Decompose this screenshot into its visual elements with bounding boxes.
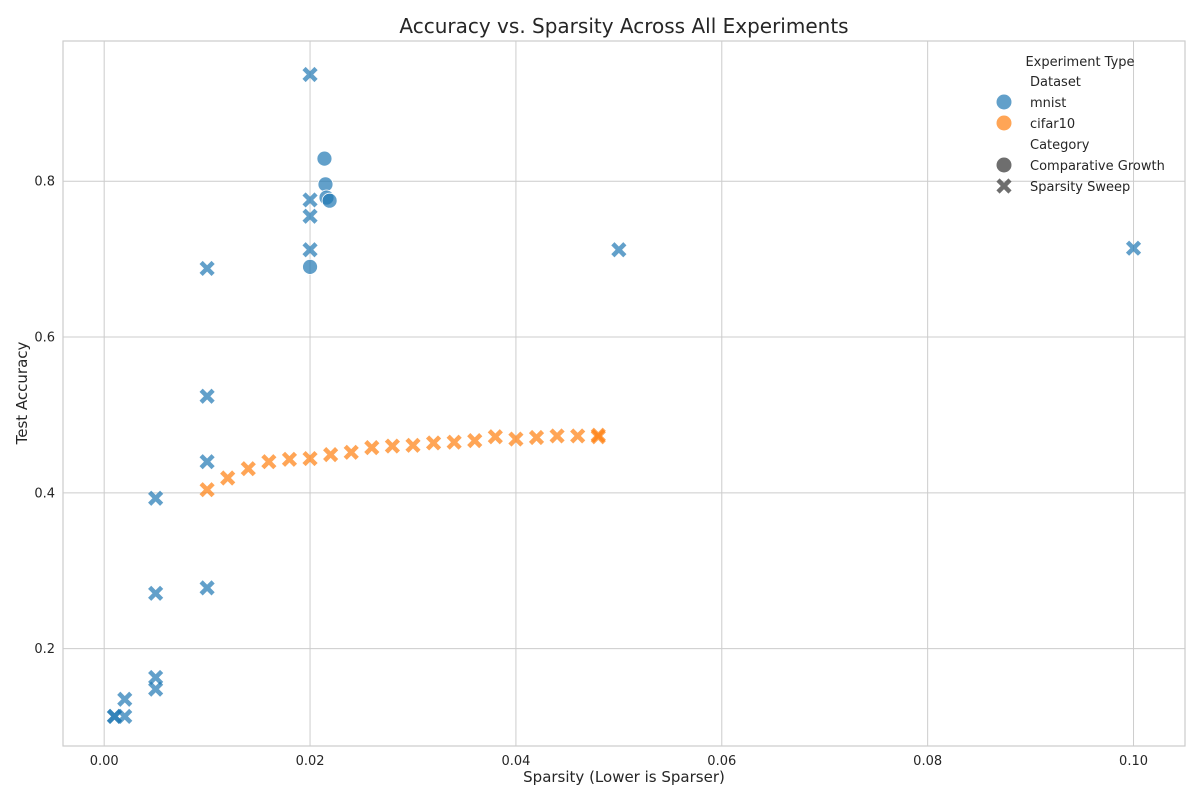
data-point-mnist-sparsity-sweep <box>611 242 627 258</box>
x-tick-label: 0.10 <box>1119 754 1148 769</box>
data-point-cifar10-sparsity-sweep <box>302 450 318 467</box>
data-point-cifar10-sparsity-sweep <box>240 461 256 477</box>
data-point-mnist-comparative-growth <box>321 192 338 209</box>
legend-item-cifar10: cifar10 <box>996 115 1075 132</box>
data-point-mnist-sparsity-sweep <box>148 585 164 601</box>
data-point-mnist-sparsity-sweep <box>148 490 164 506</box>
legend: Experiment Type Dataset mnist cifar10 Ca… <box>996 55 1165 195</box>
x-tick-label: 0.06 <box>707 754 736 769</box>
legend-mnist-label: mnist <box>1030 96 1066 111</box>
legend-x-marker <box>996 178 1012 194</box>
data-point-cifar10-sparsity-sweep <box>508 431 524 447</box>
data-point-cifar10-sparsity-sweep <box>364 440 380 456</box>
x-tick-label: 0.02 <box>296 754 325 769</box>
data-point-mnist-sparsity-sweep <box>199 260 215 277</box>
legend-mnist-marker <box>996 94 1012 110</box>
data-point-cifar10-sparsity-sweep <box>343 444 359 460</box>
y-tick-label: 0.8 <box>34 175 55 190</box>
x-tick-label: 0.04 <box>501 754 530 769</box>
y-tick-label: 0.2 <box>34 642 55 657</box>
data-point-cifar10-sparsity-sweep <box>220 470 236 486</box>
data-point-mnist-sparsity-sweep <box>106 708 123 724</box>
data-point-mnist-sparsity-sweep <box>302 208 318 224</box>
data-point-mnist-sparsity-sweep <box>117 691 133 707</box>
data-point-cifar10-sparsity-sweep <box>487 429 503 445</box>
data-point-mnist-sparsity-sweep <box>1125 240 1142 256</box>
legend-hue-title: Dataset <box>1030 75 1081 90</box>
data-point-mnist-sparsity-sweep <box>302 242 318 258</box>
y-axis-label: Test Accuracy <box>13 341 31 445</box>
legend-style-title: Category <box>1030 138 1090 153</box>
legend-circle-marker <box>996 157 1012 173</box>
data-point-mnist-comparative-growth <box>317 176 334 193</box>
x-axis-label: Sparsity (Lower is Sparser) <box>523 768 725 786</box>
y-tick-label: 0.4 <box>34 486 55 501</box>
data-point-mnist-sparsity-sweep <box>148 669 164 686</box>
plot-frame <box>62 40 1186 747</box>
legend-cifar10-label: cifar10 <box>1030 117 1075 132</box>
data-point-mnist-sparsity-sweep <box>302 192 318 208</box>
tick-labels: 0.00 0.02 0.04 0.06 0.08 0.10 0.2 0.4 0.6 0.8 <box>34 175 1148 769</box>
data-point-cifar10-sparsity-sweep <box>323 447 339 463</box>
x-tick-label: 0.08 <box>913 754 942 769</box>
data-point-cifar10-sparsity-sweep <box>261 454 277 470</box>
data-point-mnist-comparative-growth <box>316 150 333 167</box>
data-point-mnist-sparsity-sweep <box>199 388 215 404</box>
legend-sparsity-sweep-label: Sparsity Sweep <box>1030 180 1130 195</box>
x-tick-label: 0.00 <box>90 754 119 769</box>
data-point-mnist-sparsity-sweep <box>148 681 164 697</box>
data-point-cifar10-sparsity-sweep <box>467 433 483 449</box>
grid-lines <box>63 41 1185 746</box>
data-point-mnist-sparsity-sweep <box>302 66 318 83</box>
legend-comparative-growth-label: Comparative Growth <box>1030 159 1165 174</box>
legend-title: Experiment Type <box>1025 55 1134 70</box>
data-point-cifar10-sparsity-sweep <box>570 428 586 444</box>
chart-title: Accuracy vs. Sparsity Across All Experim… <box>399 14 848 38</box>
data-point-cifar10-sparsity-sweep <box>425 435 442 451</box>
data-point-mnist-sparsity-sweep <box>199 580 215 596</box>
data-point-cifar10-sparsity-sweep <box>590 429 606 445</box>
y-tick-label: 0.6 <box>34 331 55 346</box>
data-point-mnist-sparsity-sweep <box>199 454 215 470</box>
legend-item-comparative-growth: Comparative Growth <box>996 157 1165 174</box>
legend-item-mnist: mnist <box>996 94 1066 111</box>
data-point-cifar10-sparsity-sweep <box>446 434 462 450</box>
data-point-cifar10-sparsity-sweep <box>405 437 421 453</box>
data-point-mnist-comparative-growth <box>302 259 318 275</box>
data-points <box>106 66 1142 724</box>
data-point-cifar10-sparsity-sweep <box>281 451 298 467</box>
data-point-cifar10-sparsity-sweep <box>384 438 400 454</box>
legend-item-sparsity-sweep: Sparsity Sweep <box>996 178 1130 195</box>
legend-cifar10-marker <box>996 115 1012 131</box>
data-point-cifar10-sparsity-sweep <box>549 428 565 444</box>
data-point-cifar10-sparsity-sweep <box>528 429 545 446</box>
data-point-cifar10-sparsity-sweep <box>199 482 215 498</box>
